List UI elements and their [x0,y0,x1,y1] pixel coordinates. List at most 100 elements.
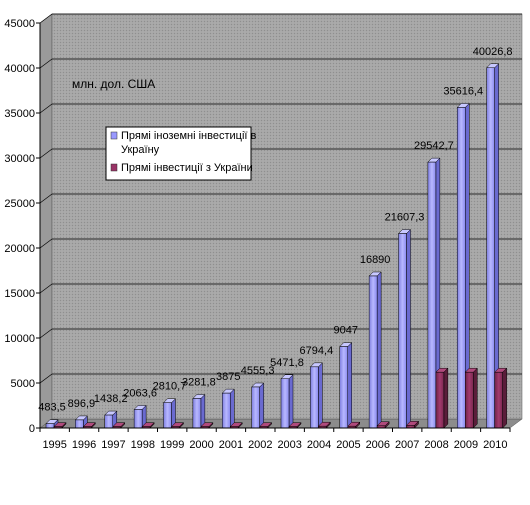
y-tick-label: 20000 [4,243,35,255]
bar-inflow-side [259,382,264,429]
legend-label-outflow: Прямі інвестиції з України [121,162,253,174]
bar-inflow [221,388,235,429]
bar-inflow-front [310,366,319,429]
bar-inflow-side [376,271,382,429]
bar-inflow [280,374,294,429]
bar-inflow-side [318,362,323,429]
bar-inflow-side [230,388,235,429]
bar-inflow-front [427,161,437,429]
y-axis-ticks: 0 5000 10000 15000 20000 25000 30000 35000 40000… [4,18,40,435]
gridline-diagonal [39,238,53,249]
x-axis-ticks: 1995 1996 1997 1998 1999 2000 2001 2002 2003 2004… [39,428,511,451]
unit-note: млн. дол. США [72,77,155,91]
y-tick-label: 35000 [4,108,35,120]
bar-inflow-front [398,233,407,429]
x-tick-label: 1995 [42,439,66,451]
bar-outflow-front [435,371,445,429]
data-label: 16890 [360,254,391,266]
x-tick-label: 2007 [395,439,419,451]
data-label: 40026,8 [473,46,513,58]
x-tick-label: 1999 [160,439,184,451]
bar-inflow-front [457,107,466,429]
x-tick-label: 2008 [424,439,448,451]
bars [45,63,508,429]
x-tick-label: 2005 [336,439,360,451]
bar-outflow [288,422,302,429]
x-tick-label: 2010 [483,439,507,451]
gridline-diagonal [39,58,53,69]
bar-outflow-side [473,367,478,429]
bar-inflow [162,398,177,429]
bar-inflow-side [406,228,411,429]
bar-outflow [112,422,126,429]
bar-inflow-front [104,414,113,429]
legend: Прямі іноземні інвестиції в Україну Прям… [105,126,257,181]
bar-inflow-front [75,419,84,429]
bar-inflow-front [133,409,143,429]
data-label: 3875 [216,371,240,383]
gridline-diagonal [39,373,53,384]
legend-swatch-inflow [110,131,118,140]
bar-outflow [347,421,361,429]
bar-inflow [45,419,59,429]
bar-inflow [397,228,412,429]
bar-inflow-front [163,402,172,429]
side-wall [39,13,53,429]
data-label: 21607,3 [385,212,425,224]
bar-inflow-front [251,386,260,429]
gridline-diagonal [39,103,53,114]
data-label: 3281,8 [182,376,216,388]
x-tick-label: 2009 [454,439,478,451]
bar-outflow [405,420,420,429]
bar-inflow-front [222,392,231,429]
gridline-diagonal [39,193,53,204]
x-tick-label: 2006 [366,439,390,451]
bar-outflow [170,422,185,429]
y-tick-label: 10000 [4,333,35,345]
bar-inflow [192,393,206,429]
bar-outflow [82,422,96,429]
data-label: 29542,7 [414,140,454,152]
y-tick-label: 30000 [4,153,35,165]
data-label: 9047 [334,325,358,337]
x-tick-label: 2002 [248,439,272,451]
data-label: 4555,3 [241,365,275,377]
data-label: 6794,4 [300,345,334,357]
bar-outflow [376,421,390,429]
bar-outflow [200,422,214,429]
y-tick-label: 5000 [11,378,35,390]
legend-box [105,126,252,181]
bar-inflow [251,382,265,429]
y-tick-label: 45000 [4,18,35,30]
bar-outflow [53,422,67,429]
data-label: 35616,4 [443,85,483,97]
data-label: 2810,7 [153,381,187,393]
bar-outflow-side [443,367,449,429]
back-wall [51,13,523,420]
x-tick-label: 2001 [219,439,243,451]
bar-inflow-side [288,374,294,429]
y-tick-label: 25000 [4,198,35,210]
x-tick-label: 1998 [131,439,155,451]
bar-inflow [368,271,382,429]
y-tick-label: 0 [29,423,35,435]
y-tick-label: 15000 [4,288,35,300]
x-tick-label: 1997 [101,439,125,451]
bar-outflow [464,367,478,429]
y-tick-label: 40000 [4,63,35,75]
legend-swatch-outflow [110,163,118,172]
bar-inflow-front [339,346,348,429]
x-tick-label: 1996 [72,439,96,451]
bar-outflow [494,367,508,429]
bar-outflow-front [465,371,474,429]
bar-inflow-front [368,275,378,429]
bar-inflow-front [192,398,202,429]
bar-outflow-front [494,371,503,429]
bar-inflow-front [280,378,290,429]
x-tick-label: 2003 [277,439,301,451]
gridline-diagonal [39,148,53,159]
data-label: 1438,2 [94,393,128,405]
